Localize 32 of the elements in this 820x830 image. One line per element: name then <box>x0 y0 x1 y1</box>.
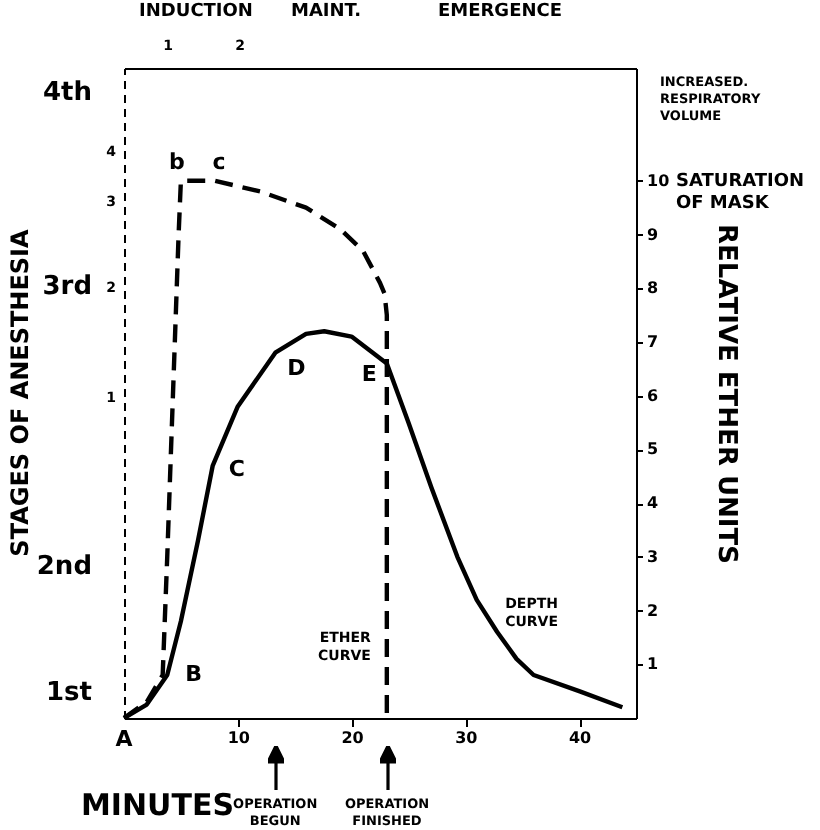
x-axis-title: MINUTES <box>81 787 235 823</box>
x-tick-label: 40 <box>568 729 593 747</box>
x-tick-label: 10 <box>227 729 251 747</box>
y-tick-label: 2 <box>647 601 659 620</box>
y-tick-label: 1 <box>647 655 659 674</box>
y-tick-label: 10 <box>647 171 671 190</box>
text: STAGES OF ANESTHESIA <box>6 227 34 557</box>
text: 1st <box>46 678 92 708</box>
annotation: b <box>169 148 186 175</box>
y-tick-label: 6 <box>647 386 659 405</box>
annotation: c <box>212 148 226 175</box>
text: 4th <box>42 78 92 108</box>
y-tick-label: 3 <box>647 547 659 566</box>
text: EMERGENCE <box>437 2 563 22</box>
annotation: B <box>185 661 203 688</box>
text: INDUCTION <box>139 2 253 22</box>
text: SATURATION OF MASK <box>676 172 805 214</box>
y-tick-label: 8 <box>647 279 659 298</box>
annotation: E <box>361 361 377 388</box>
annotation: A <box>115 726 134 752</box>
y-tick-label: 7 <box>647 332 659 351</box>
annotation: D <box>287 354 306 381</box>
text: MAINT. <box>291 2 361 22</box>
x-tick-label: 30 <box>455 729 479 747</box>
text: 3rd <box>42 272 92 302</box>
x-tick-label: 20 <box>341 729 365 747</box>
y-tick-label: 5 <box>647 440 659 459</box>
text: 2nd <box>36 552 92 582</box>
y-axis-title: RELATIVE ETHER UNITS <box>711 224 742 564</box>
annotation: C <box>228 455 245 482</box>
y-tick-label: 4 <box>647 494 659 513</box>
y-tick-label: 9 <box>647 225 659 244</box>
